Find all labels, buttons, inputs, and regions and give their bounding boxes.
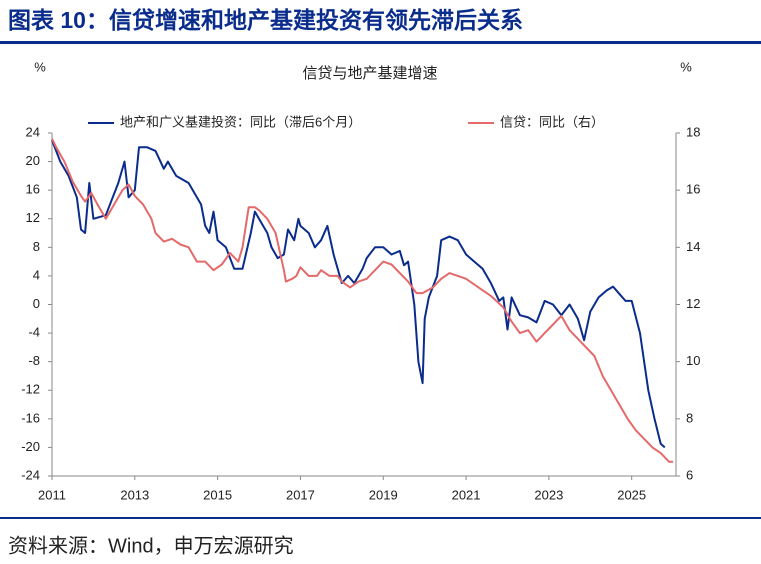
y2-tick-label: 8 (686, 410, 693, 425)
x-tick-label: 2015 (203, 487, 232, 502)
y2-tick-label: 10 (686, 353, 700, 368)
y-tick-label: 16 (26, 182, 40, 197)
chart-title: 信贷与地产基建增速 (302, 65, 437, 82)
y-tick-label: 4 (33, 267, 40, 282)
y-tick-label: -4 (28, 325, 40, 340)
line-series (51, 138, 674, 463)
x-tick-label: 2011 (38, 487, 66, 502)
y2-tick-label: 18 (686, 124, 700, 139)
source: 资料来源：Wind，申万宏源研究 (8, 534, 294, 557)
y-tick-label: -8 (28, 353, 40, 368)
y-tick-label: 20 (26, 153, 40, 168)
y-tick-label: -16 (21, 410, 40, 425)
y2-unit: % (680, 59, 692, 74)
y-tick-label: -24 (21, 467, 40, 482)
y-tick-label: 24 (26, 124, 40, 139)
header-rule (0, 41, 761, 44)
legend-label: 信贷：同比（右） (500, 114, 604, 129)
y2-tick-label: 16 (686, 182, 700, 197)
y-tick-label: 12 (26, 210, 40, 225)
line-series (51, 139, 666, 449)
legend-label: 地产和广义基建投资：同比（滞后6个月） (120, 114, 361, 129)
y2-tick-label: 6 (686, 467, 693, 482)
y-tick-label: 0 (33, 296, 40, 311)
x-tick-label: 2023 (534, 487, 563, 502)
footer-rule (0, 517, 761, 519)
y-tick-label: -20 (21, 439, 40, 454)
page-title: 图表 10：信贷增速和地产基建投资有领先滞后关系 (8, 7, 523, 33)
x-tick-label: 2021 (452, 487, 481, 502)
y-unit: % (34, 59, 46, 74)
x-tick-label: 2017 (286, 487, 315, 502)
y-tick-label: -12 (21, 382, 40, 397)
y2-tick-label: 14 (686, 239, 700, 254)
x-tick-label: 2013 (120, 487, 149, 502)
x-tick-label: 2019 (369, 487, 398, 502)
y2-tick-label: 12 (686, 296, 700, 311)
y-tick-label: 8 (33, 239, 40, 254)
x-tick-label: 2025 (617, 487, 646, 502)
